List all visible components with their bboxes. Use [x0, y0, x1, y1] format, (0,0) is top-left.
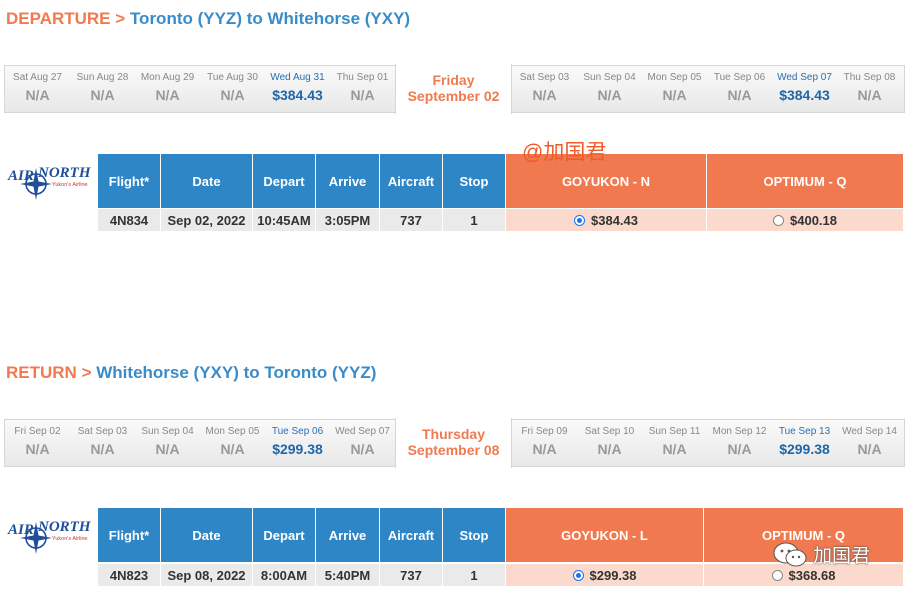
logo-north: NORTH — [37, 519, 92, 535]
cell-date: Sep 08, 2022 — [161, 564, 252, 586]
logo-north: NORTH — [37, 165, 92, 181]
fare-goyukon-cell[interactable]: $384.43 — [506, 209, 706, 231]
date-cell[interactable]: Sun Aug 28 N/A — [76, 72, 129, 103]
date-cell[interactable]: Mon Sep 12 N/A — [712, 426, 767, 457]
date-cell[interactable]: Mon Aug 29 N/A — [140, 72, 195, 103]
date-cell[interactable]: Sat Sep 10 N/A — [584, 426, 635, 457]
fare-goyukon-cell[interactable]: $299.38 — [506, 564, 703, 586]
date-cell[interactable]: Tue Sep 06 N/A — [713, 72, 766, 103]
watermark-bottom: 加国君 — [773, 541, 870, 568]
date-cell[interactable]: Wed Sep 07 N/A — [335, 426, 390, 457]
cell-stop: 1 — [443, 564, 505, 586]
col-depart-header: Depart — [253, 508, 315, 562]
date-cell[interactable]: Tue Aug 30 N/A — [207, 72, 258, 103]
date-cell[interactable]: Mon Sep 05 N/A — [647, 72, 702, 103]
logo-tagline: Yukon's Airline — [52, 182, 88, 188]
date-cell-available[interactable]: Wed Aug 31 $384.43 — [270, 72, 325, 103]
col-stop-header: Stop — [443, 154, 505, 208]
col-arrive-header: Arrive — [316, 154, 379, 208]
col-stop-header: Stop — [443, 508, 505, 562]
date-cell-available[interactable]: Tue Sep 13 $299.38 — [778, 426, 831, 457]
col-date-header: Date — [161, 154, 252, 208]
departure-date-bar: Sat Aug 27 N/A Sun Aug 28 N/A Mon Aug 29 N/… — [4, 64, 905, 114]
cell-date: Sep 02, 2022 — [161, 209, 252, 231]
cell-flight: 4N823 — [98, 564, 160, 586]
selected-date-cell[interactable]: Thursday September 08 — [395, 418, 512, 468]
date-cell[interactable]: Sat Sep 03 N/A — [77, 426, 128, 457]
col-aircraft-header: Aircraft — [380, 154, 442, 208]
col-flight-header: Flight* — [98, 154, 160, 208]
col-aircraft-header: Aircraft — [380, 508, 442, 562]
watermark-top: @加国君 — [522, 141, 607, 164]
date-cell[interactable]: Fri Sep 09 N/A — [521, 426, 568, 457]
fare-radio-selected[interactable] — [572, 569, 584, 581]
cell-aircraft: 737 — [380, 209, 442, 231]
col-flight-header: Flight* — [98, 508, 160, 562]
fare-radio-selected[interactable] — [574, 214, 585, 226]
selected-date-cell[interactable]: Friday September 02 — [395, 64, 512, 114]
col-depart-header: Depart — [253, 154, 315, 208]
date-cell[interactable]: Sat Aug 27 N/A — [13, 72, 62, 103]
date-cell[interactable]: Sun Sep 11 N/A — [648, 426, 701, 457]
return-date-bar: Fri Sep 02 N/A Sat Sep 03 N/A Sun Sep 04 N/… — [4, 418, 905, 468]
fare-goyukon-header: GOYUKON - L — [506, 508, 703, 562]
cell-flight: 4N834 — [98, 209, 160, 231]
return-title: RETURN > Whitehorse (YXY) to Toronto (YY… — [6, 363, 377, 382]
fare-optimum-cell[interactable]: $368.68 — [704, 564, 903, 586]
col-date-header: Date — [161, 508, 252, 562]
date-cell[interactable]: Sun Sep 04 N/A — [141, 426, 194, 457]
cell-arrive: 5:40PM — [316, 564, 379, 586]
date-cell-available[interactable]: Tue Sep 06 $299.38 — [271, 426, 324, 457]
date-cell[interactable]: Mon Sep 05 N/A — [205, 426, 260, 457]
date-cell[interactable]: Sun Sep 04 N/A — [583, 72, 636, 103]
cell-stop: 1 — [443, 209, 505, 231]
cell-depart: 8:00AM — [253, 564, 315, 586]
wechat-icon — [773, 542, 807, 566]
cell-aircraft: 737 — [380, 564, 442, 586]
date-cell[interactable]: Thu Sep 08 N/A — [843, 72, 896, 103]
fare-goyukon-header: GOYUKON - N — [506, 154, 706, 208]
date-cell[interactable]: Sat Sep 03 N/A — [519, 72, 570, 103]
logo-tagline: Yukon's Airline — [52, 536, 88, 542]
fare-optimum-header: OPTIMUM - Q — [707, 154, 903, 208]
departure-title: DEPARTURE > Toronto (YYZ) to Whitehorse … — [6, 9, 411, 28]
logo-air: AIR — [7, 522, 34, 538]
date-cell[interactable]: Thu Sep 01 N/A — [336, 72, 389, 103]
fare-radio[interactable] — [771, 569, 783, 581]
date-cell-available[interactable]: Wed Sep 07 $384.43 — [777, 72, 832, 103]
fare-optimum-cell[interactable]: $400.18 — [707, 209, 903, 231]
date-cell[interactable]: Fri Sep 02 N/A — [14, 426, 61, 457]
date-cell[interactable]: Wed Sep 14 N/A — [842, 426, 897, 457]
cell-depart: 10:45AM — [253, 209, 315, 231]
cell-arrive: 3:05PM — [316, 209, 379, 231]
col-arrive-header: Arrive — [316, 508, 379, 562]
air-north-logo: AIR NORTH Yukon's Airline — [7, 519, 92, 554]
fare-radio[interactable] — [773, 214, 784, 226]
logo-air: AIR — [7, 168, 34, 184]
air-north-logo: AIR NORTH Yukon's Airline — [7, 165, 92, 200]
